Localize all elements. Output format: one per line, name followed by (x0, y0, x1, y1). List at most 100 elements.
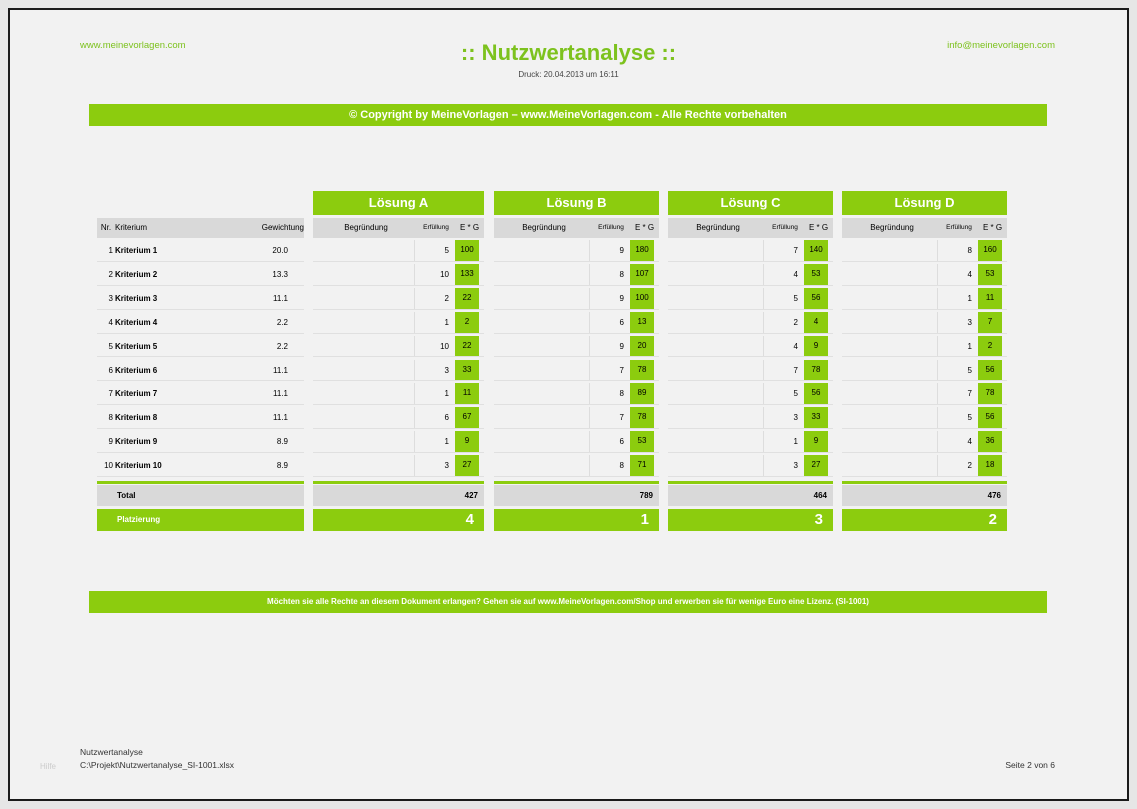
erfuellung-value[interactable]: 6 (619, 437, 624, 447)
erfuellung-value[interactable]: 1 (793, 437, 798, 447)
begruendung-cell[interactable] (844, 359, 938, 381)
begruendung-cell[interactable] (496, 359, 590, 381)
erfuellung-value[interactable]: 8 (619, 461, 624, 471)
erfuellung-value[interactable]: 8 (619, 389, 624, 399)
erfuellung-value[interactable]: 5 (444, 246, 449, 255)
begruendung-cell[interactable] (670, 431, 764, 453)
erfuellung-value[interactable]: 5 (967, 413, 972, 423)
erfuellung-value[interactable]: 2 (793, 317, 798, 327)
begruendung-cell[interactable] (670, 240, 764, 261)
total-divider (97, 481, 304, 484)
erfuellung-value[interactable]: 4 (967, 437, 972, 447)
erfuellung-value[interactable]: 7 (967, 389, 972, 399)
begruendung-cell[interactable] (844, 407, 938, 429)
begruendung-cell[interactable] (670, 383, 764, 405)
criterion-weight: 8.9 (276, 437, 288, 447)
faint-label: Hilfe (40, 762, 57, 771)
begruendung-cell[interactable] (496, 455, 590, 476)
begruendung-cell[interactable] (315, 263, 415, 285)
begruendung-cell[interactable] (496, 407, 590, 429)
begruendung-cell[interactable] (844, 287, 938, 309)
table-row (313, 382, 484, 406)
table-row (842, 406, 1007, 430)
erfuellung-value[interactable]: 3 (444, 461, 449, 471)
table-row (668, 430, 833, 454)
table-row (494, 454, 659, 477)
begruendung-cell[interactable] (315, 335, 415, 357)
erfuellung-value[interactable]: 1 (444, 389, 449, 399)
begruendung-cell[interactable] (315, 455, 415, 476)
erfuellung-value[interactable]: 6 (619, 317, 624, 327)
begruendung-cell[interactable] (496, 335, 590, 357)
erfuellung-value[interactable]: 5 (793, 389, 798, 399)
begruendung-cell[interactable] (315, 311, 415, 333)
erfuellung-value[interactable]: 1 (444, 437, 449, 447)
begruendung-cell[interactable] (496, 383, 590, 405)
erfuellung-value[interactable]: 3 (967, 317, 972, 327)
eg-value: 71 (630, 455, 654, 476)
begruendung-cell[interactable] (844, 311, 938, 333)
erfuellung-value[interactable]: 5 (967, 365, 972, 375)
erfuellung-value[interactable]: 3 (793, 413, 798, 423)
begruendung-cell[interactable] (670, 311, 764, 333)
table-row (313, 430, 484, 454)
erfuellung-value[interactable]: 2 (967, 461, 972, 471)
begruendung-cell[interactable] (670, 359, 764, 381)
begruendung-cell[interactable] (844, 431, 938, 453)
erfuellung-value[interactable]: 9 (619, 293, 624, 303)
website-link[interactable]: www.meinevorlagen.com (80, 40, 186, 51)
begruendung-cell[interactable] (496, 263, 590, 285)
erfuellung-value[interactable]: 7 (619, 365, 624, 375)
table-row (668, 287, 833, 310)
erfuellung-value[interactable]: 7 (793, 365, 798, 375)
email-link[interactable]: info@meinevorlagen.com (947, 40, 1055, 51)
table-row (97, 430, 304, 454)
begruendung-cell[interactable] (496, 311, 590, 333)
begruendung-cell[interactable] (844, 455, 938, 476)
criterion-weight: 2.2 (276, 341, 288, 351)
erfuellung-value[interactable]: 3 (444, 365, 449, 375)
begruendung-cell[interactable] (670, 455, 764, 476)
begruendung-cell[interactable] (844, 383, 938, 405)
begruendung-cell[interactable] (670, 287, 764, 309)
begruendung-cell[interactable] (670, 335, 764, 357)
eg-value: 22 (455, 287, 479, 309)
begruendung-cell[interactable] (496, 287, 590, 309)
erfuellung-value[interactable]: 4 (793, 269, 798, 279)
begruendung-cell[interactable] (844, 335, 938, 357)
erfuellung-value[interactable]: 9 (619, 246, 624, 255)
criterion-name: Kriterium 5 (115, 341, 158, 351)
erfuellung-value[interactable]: 7 (793, 246, 798, 255)
erfuellung-value[interactable]: 10 (440, 341, 449, 351)
erfuellung-value[interactable]: 9 (619, 341, 624, 351)
erfuellung-value[interactable]: 4 (793, 341, 798, 351)
begruendung-cell[interactable] (315, 431, 415, 453)
col-eg-header: E * G (982, 223, 1003, 232)
begruendung-cell[interactable] (315, 383, 415, 405)
eg-value: 4 (804, 311, 828, 333)
begruendung-cell[interactable] (496, 431, 590, 453)
begruendung-cell[interactable] (496, 240, 590, 261)
erfuellung-value[interactable]: 4 (967, 269, 972, 279)
begruendung-cell[interactable] (670, 407, 764, 429)
erfuellung-value[interactable]: 3 (793, 461, 798, 471)
begruendung-cell[interactable] (315, 407, 415, 429)
erfuellung-value[interactable]: 5 (793, 293, 798, 303)
begruendung-cell[interactable] (844, 240, 938, 261)
erfuellung-value[interactable]: 6 (444, 413, 449, 423)
erfuellung-value[interactable]: 1 (444, 317, 449, 327)
erfuellung-value[interactable]: 1 (967, 293, 972, 303)
begruendung-cell[interactable] (670, 263, 764, 285)
erfuellung-value[interactable]: 2 (444, 293, 449, 303)
begruendung-cell[interactable] (315, 240, 415, 261)
erfuellung-value[interactable]: 8 (967, 246, 972, 255)
erfuellung-value[interactable]: 7 (619, 413, 624, 423)
erfuellung-value[interactable]: 10 (440, 269, 449, 279)
table-row (668, 263, 833, 286)
begruendung-cell[interactable] (315, 359, 415, 381)
erfuellung-value[interactable]: 8 (619, 269, 624, 279)
begruendung-cell[interactable] (315, 287, 415, 309)
criterion-weight: 13.3 (272, 269, 288, 279)
begruendung-cell[interactable] (844, 263, 938, 285)
erfuellung-value[interactable]: 1 (967, 341, 972, 351)
